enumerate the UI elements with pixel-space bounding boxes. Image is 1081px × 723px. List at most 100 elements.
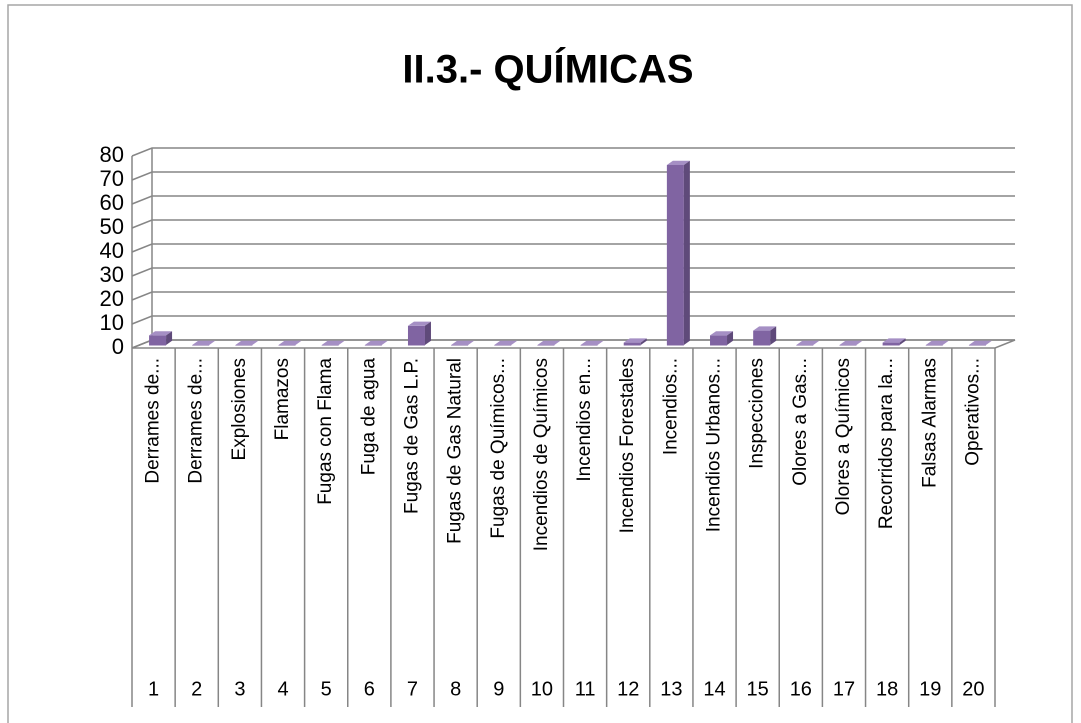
y-tick-label: 10	[100, 310, 124, 335]
bar-top	[494, 340, 518, 345]
bar	[149, 335, 167, 346]
category-number: 19	[919, 678, 941, 700]
grid-line	[131, 171, 1015, 181]
y-tick-label: 80	[100, 142, 124, 167]
x-tick-label: Derrames de...	[186, 358, 207, 484]
category-number: 16	[790, 678, 812, 700]
bar-top	[451, 340, 475, 345]
bar-top	[839, 340, 863, 345]
bar-side	[899, 338, 906, 345]
x-tick-label: Fuga de agua	[358, 358, 379, 476]
bar-top	[968, 340, 992, 345]
bar-top	[407, 321, 431, 326]
bar	[494, 345, 512, 346]
x-tick-label: Olores a Gas...	[790, 358, 811, 486]
bar-top	[623, 338, 647, 343]
x-tick-label: Fugas de Químicos...	[488, 358, 509, 539]
floor	[131, 339, 1016, 349]
bar	[192, 345, 210, 346]
category-number: 2	[191, 678, 202, 700]
x-tick-label: Incendios Urbanos...	[704, 358, 725, 532]
y-tick-label: 60	[100, 190, 124, 215]
bar	[925, 345, 943, 346]
x-tick-label: Inspecciones	[747, 358, 768, 469]
y-tick-label: 30	[100, 262, 124, 287]
x-tick-label: Derrames de...	[143, 358, 164, 484]
bar-top	[149, 331, 173, 336]
x-tick-label: Falsas Alarmas	[919, 358, 940, 488]
category-number: 8	[450, 678, 461, 700]
category-number: 9	[493, 678, 504, 700]
category-number: 17	[833, 678, 855, 700]
bar-top	[925, 340, 949, 345]
bar	[623, 342, 641, 346]
bar-top	[710, 331, 734, 336]
category-number: 13	[660, 678, 682, 700]
bar-side	[727, 331, 734, 345]
bar	[235, 345, 253, 346]
chart-title: II.3.- QUÍMICAS	[402, 47, 693, 92]
x-tick-label: Incendios...	[660, 358, 681, 455]
bar-top	[192, 340, 216, 345]
bar-top	[278, 340, 302, 345]
x-tick-label: Incendios Forestales	[617, 358, 638, 533]
x-tick-label: Fugas de Gas L.P.	[401, 358, 422, 514]
chart-border	[7, 4, 1073, 723]
bar	[407, 325, 425, 346]
bar-top	[796, 340, 820, 345]
bar	[364, 345, 382, 346]
y-tick-label: 0	[112, 334, 124, 359]
category-number: 6	[364, 678, 375, 700]
bar-side	[640, 338, 647, 345]
category-number: 18	[876, 678, 898, 700]
category-number: 14	[703, 678, 725, 700]
bar	[537, 345, 555, 346]
bar	[451, 345, 469, 346]
grid-line	[131, 315, 1015, 325]
category-number: 1	[148, 678, 159, 700]
bar	[753, 330, 771, 346]
bar-top	[666, 160, 690, 165]
grid-line	[131, 243, 1015, 253]
x-tick-label: Incendios de Químicos	[531, 358, 552, 551]
x-tick-label: Incendios en...	[574, 358, 595, 482]
bar	[321, 345, 339, 346]
category-number: 7	[407, 678, 418, 700]
grid-line	[131, 195, 1015, 205]
bar	[796, 345, 814, 346]
x-tick-label: Fugas de Gas Natural	[445, 358, 466, 544]
x-tick-label: Explosiones	[229, 358, 250, 460]
grid-line	[131, 291, 1015, 301]
grid-line	[131, 147, 1015, 157]
category-number: 5	[321, 678, 332, 700]
bar-top	[537, 340, 561, 345]
bar-side	[424, 321, 431, 345]
category-number: 4	[277, 678, 288, 700]
category-number: 15	[747, 678, 769, 700]
y-tick-label: 50	[100, 214, 124, 239]
bar	[666, 165, 684, 346]
bar	[278, 345, 296, 346]
bar-top	[235, 340, 259, 345]
y-tick-label: 20	[100, 286, 124, 311]
x-tick-label: Olores a Químicos	[833, 358, 854, 515]
category-number: 3	[234, 678, 245, 700]
bar-top	[882, 338, 906, 343]
bar-top	[321, 340, 345, 345]
x-tick-label: Fugas con Flama	[315, 358, 336, 505]
bar	[580, 345, 598, 346]
bar	[968, 345, 986, 346]
bar-side	[683, 160, 690, 345]
bar-top	[364, 340, 388, 345]
y-tick-label: 40	[100, 238, 124, 263]
bar	[839, 345, 857, 346]
bar-side	[166, 331, 173, 345]
grid-line	[131, 267, 1015, 277]
bar-top	[753, 326, 777, 331]
bar-top	[580, 340, 604, 345]
x-tick-label: Operativos...	[962, 358, 983, 466]
category-number: 20	[962, 678, 984, 700]
category-number: 10	[531, 678, 553, 700]
